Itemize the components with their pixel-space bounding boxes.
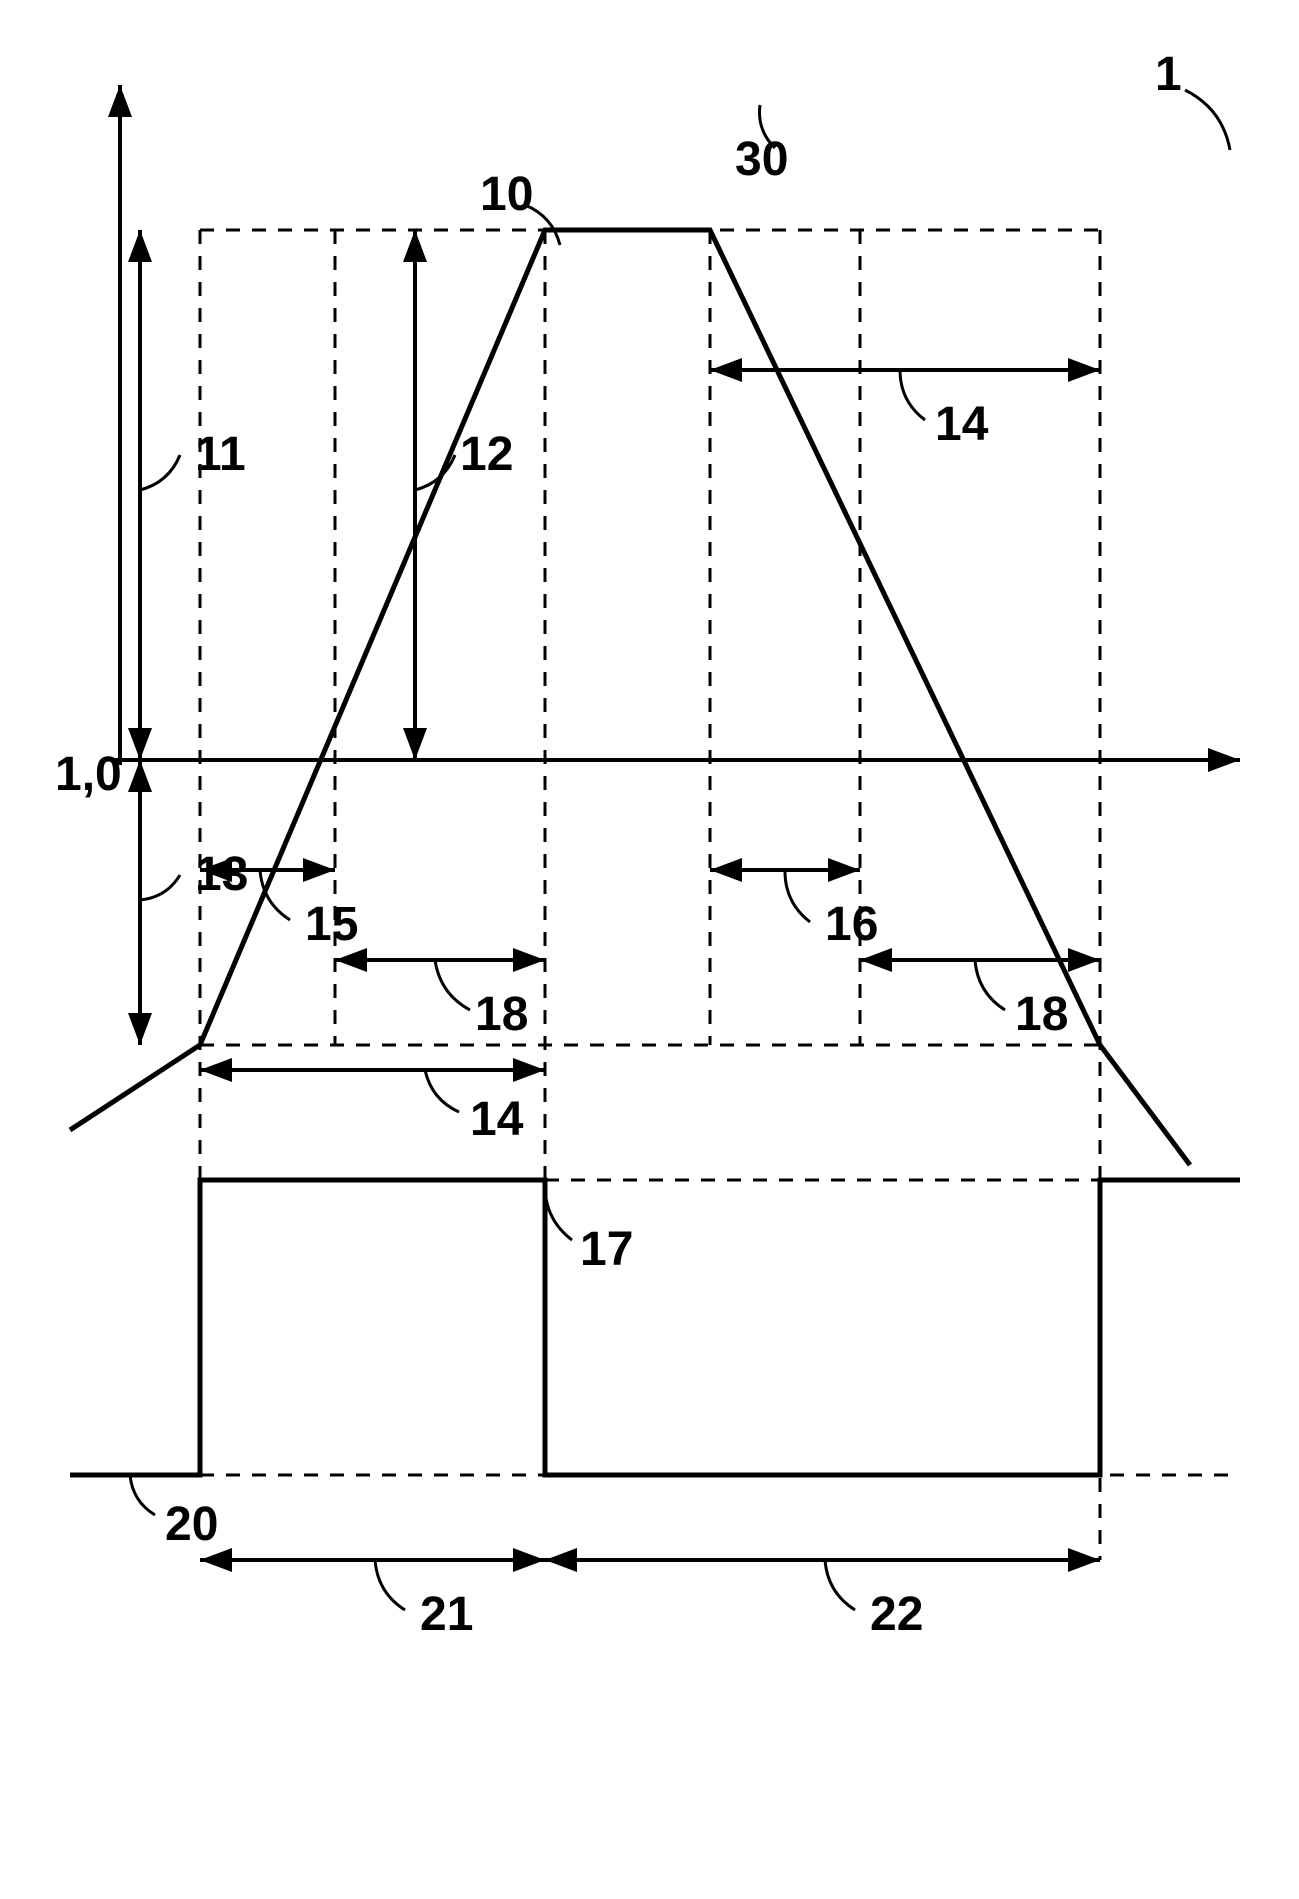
digital-signal <box>70 1180 1240 1475</box>
leader-14 <box>425 1070 459 1112</box>
leader-11 <box>140 455 180 490</box>
leader-16 <box>785 870 810 922</box>
leader-13 <box>140 875 180 900</box>
label-21: 21 <box>420 1588 473 1641</box>
leader-17 <box>545 1185 572 1240</box>
label-10: 10 <box>480 168 533 221</box>
leader-22 <box>825 1560 855 1610</box>
leader-18 <box>975 960 1005 1010</box>
label-22: 22 <box>870 1588 923 1641</box>
label-14: 14 <box>935 398 989 451</box>
label-14: 14 <box>470 1093 524 1146</box>
label-17: 17 <box>580 1223 633 1276</box>
label-16: 16 <box>825 898 878 951</box>
label-18: 18 <box>1015 988 1068 1041</box>
label-15: 15 <box>305 898 358 951</box>
leader-20 <box>130 1475 155 1515</box>
leader-14 <box>900 370 925 420</box>
label-1: 1 <box>1155 48 1182 101</box>
timing-diagram: 1,0 1 30 10 11 12 13 15 18 14 14 16 18 17 20 21 22 <box>0 0 1299 1899</box>
leader-18 <box>435 960 470 1010</box>
label-30: 30 <box>735 133 788 186</box>
leader-1 <box>1185 90 1230 150</box>
label-13: 13 <box>195 848 248 901</box>
label-20: 20 <box>165 1498 218 1551</box>
label-12: 12 <box>460 428 513 481</box>
label-18: 18 <box>475 988 528 1041</box>
y-axis-label: 1,0 <box>55 748 122 801</box>
label-11: 11 <box>195 428 246 481</box>
leader-21 <box>375 1560 405 1610</box>
